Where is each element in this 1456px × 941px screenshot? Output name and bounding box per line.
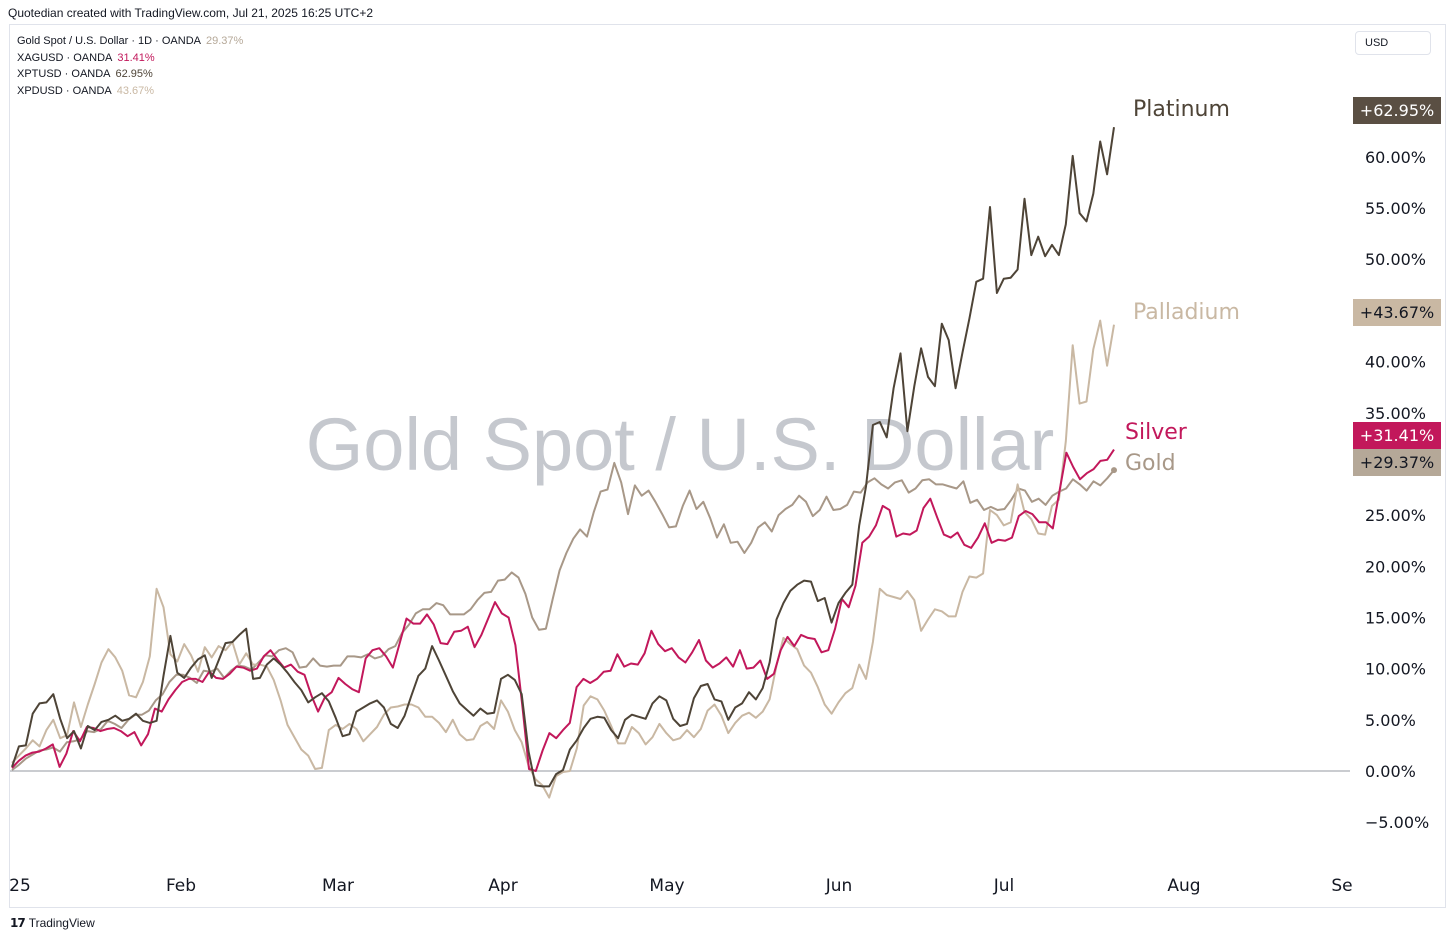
x-tick-label: Jul [993, 876, 1015, 896]
legend-label: XAGUSD · OANDA [17, 51, 113, 64]
series-name-palladium: Palladium [1133, 300, 1240, 325]
y-tick-label: −5.00% [1365, 813, 1429, 832]
legend-label: XPTUSD · OANDA [17, 68, 111, 80]
legend-value: 62.95% [115, 68, 153, 80]
y-tick-label: 5.00% [1365, 711, 1416, 730]
value-badge-silver [1353, 422, 1441, 449]
series-name-platinum: Platinum [1133, 97, 1230, 122]
series-line-silver[interactable] [11, 449, 1115, 772]
footer[interactable]: 𝟭𝟳 TradingView [10, 916, 95, 930]
footer-brand: TradingView [28, 916, 95, 930]
x-tick-label: Jun [825, 876, 853, 896]
value-badge-text: +43.67% [1360, 303, 1434, 322]
legend-row[interactable]: Gold Spot / U.S. Dollar · 1D · OANDA 29.3… [17, 33, 243, 50]
y-tick-label: 20.00% [1365, 557, 1426, 576]
series-name-gold: Gold [1125, 451, 1176, 476]
series-endpoint-gold [1111, 467, 1117, 474]
legend: Gold Spot / U.S. Dollar · 1D · OANDA 29.3… [17, 33, 243, 99]
y-tick-label: 10.00% [1365, 660, 1426, 679]
legend-value: 31.41% [117, 51, 155, 64]
x-tick-label: Mar [322, 876, 354, 896]
legend-value: 29.37% [206, 35, 244, 47]
value-badge-text: +62.95% [1360, 101, 1434, 120]
chart-frame [9, 24, 1446, 908]
x-tick-label: Aug [1167, 876, 1200, 896]
currency-label: USD [1365, 37, 1389, 49]
value-badge-text: +29.37% [1360, 453, 1434, 472]
chart-watermark: Gold Spot / U.S. Dollar [306, 403, 1055, 486]
legend-label: XPDUSD · OANDA [17, 84, 112, 97]
x-tick-label: Apr [488, 876, 517, 896]
series-line-gold[interactable] [11, 461, 1115, 771]
legend-row[interactable]: XPTUSD · OANDA 62.95% [17, 66, 243, 83]
series-name-silver: Silver [1125, 420, 1188, 445]
y-tick-label: 35.00% [1365, 404, 1426, 423]
tradingview-logo-icon: 𝟭𝟳 [10, 916, 26, 930]
legend-row[interactable]: XAGUSD · OANDA 31.41% [17, 50, 243, 67]
value-badge-gold [1353, 449, 1441, 476]
x-tick-label: Feb [166, 876, 196, 896]
value-badge-platinum [1353, 97, 1441, 124]
series-line-palladium[interactable] [11, 319, 1115, 799]
currency-selector[interactable]: USD [1355, 31, 1431, 55]
y-tick-label: 15.00% [1365, 608, 1426, 627]
legend-label: Gold Spot / U.S. Dollar · 1D · OANDA [17, 35, 201, 47]
y-tick-label: 60.00% [1365, 148, 1426, 167]
y-tick-label: 55.00% [1365, 199, 1426, 218]
x-tick-label: Se [1331, 876, 1352, 896]
y-tick-label: 50.00% [1365, 250, 1426, 269]
value-badge-text: +31.41% [1360, 426, 1434, 445]
series-line-platinum[interactable] [11, 127, 1115, 788]
legend-row[interactable]: XPDUSD · OANDA 43.67% [17, 83, 243, 100]
x-tick-label: May [649, 876, 684, 896]
legend-value: 43.67% [116, 84, 155, 97]
y-tick-label: 40.00% [1365, 353, 1426, 372]
y-tick-label: 0.00% [1365, 762, 1416, 781]
y-tick-label: 25.00% [1365, 506, 1426, 525]
x-tick-label: 25 [9, 876, 31, 896]
value-badge-palladium [1353, 299, 1441, 326]
header-caption: Quotedian created with TradingView.com, … [8, 6, 373, 20]
